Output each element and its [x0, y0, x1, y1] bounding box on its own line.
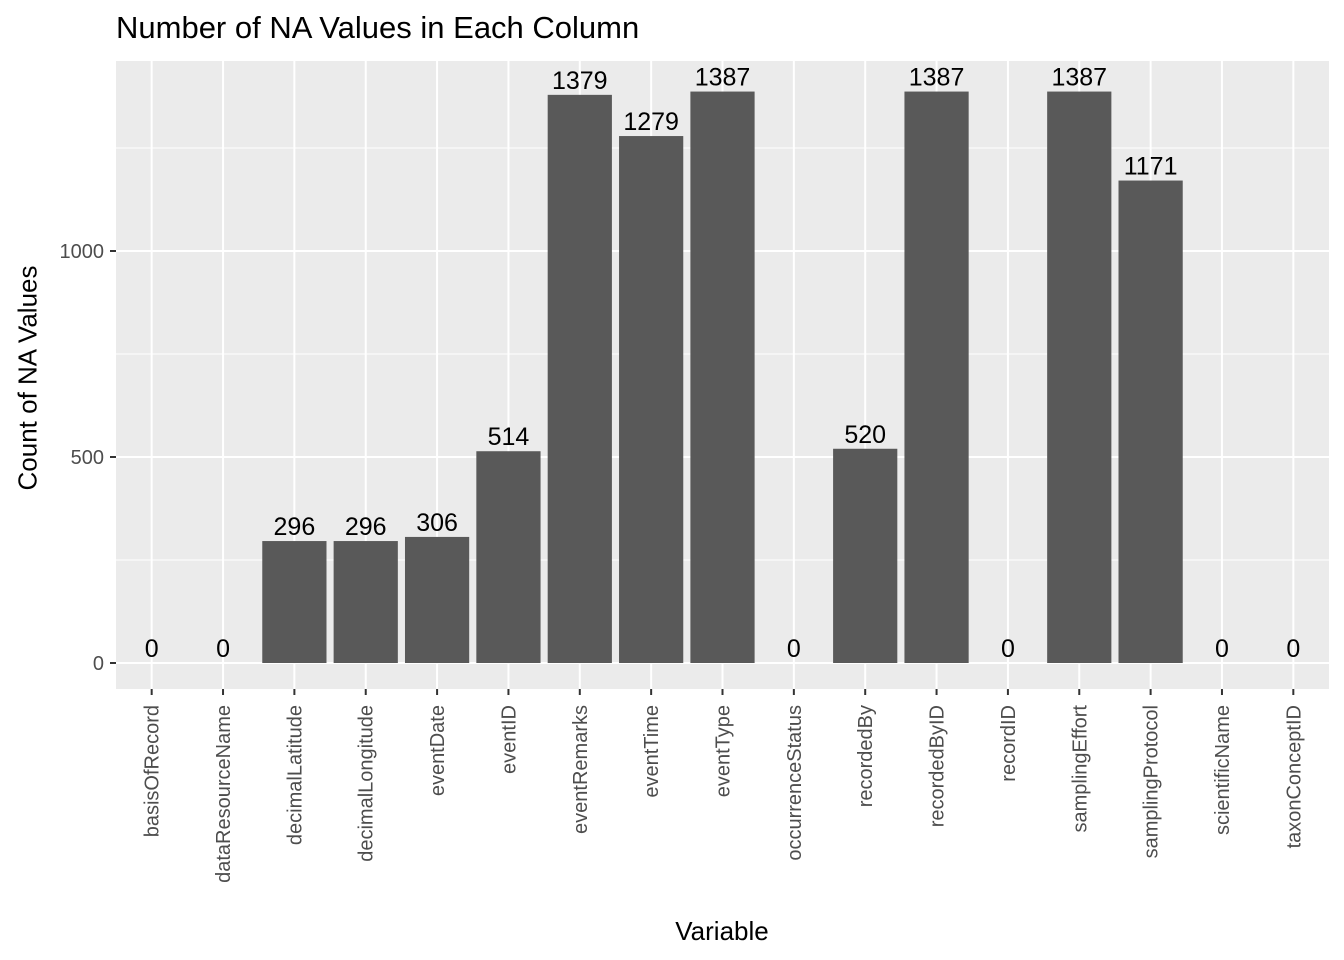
x-tick-label: recordedByID	[927, 705, 949, 827]
bar	[333, 541, 398, 663]
data-label: 296	[345, 513, 387, 541]
x-tick-label: recordedBy	[855, 705, 877, 807]
data-label: 0	[1001, 635, 1015, 663]
x-tick-label: decimalLongitude	[356, 705, 378, 862]
x-tick-label: recordID	[998, 705, 1020, 782]
data-label: 1387	[909, 64, 965, 92]
x-tick-label: basisOfRecord	[142, 705, 164, 837]
x-tick-label: samplingEffort	[1069, 705, 1091, 833]
data-label: 0	[145, 635, 159, 663]
chart-title: Number of NA Values in Each Column	[116, 10, 640, 45]
data-label: 1279	[623, 108, 679, 136]
x-tick-label: eventRemarks	[570, 705, 592, 834]
data-label: 1387	[695, 64, 751, 92]
data-label: 0	[216, 635, 230, 663]
y-tick-label: 500	[71, 447, 104, 469]
data-label: 0	[787, 635, 801, 663]
y-tick-label: 0	[93, 653, 104, 675]
bar	[619, 136, 684, 663]
data-label: 1387	[1051, 64, 1107, 92]
x-axis-label: Variable	[675, 916, 769, 946]
bar	[547, 94, 612, 664]
x-tick-label: eventType	[713, 705, 735, 797]
data-label: 514	[488, 423, 530, 451]
bar	[690, 91, 755, 663]
x-tick-label: scientificName	[1212, 705, 1234, 835]
bar	[476, 451, 541, 663]
data-label: 1379	[552, 67, 608, 95]
x-tick-label: dataResourceName	[213, 705, 235, 883]
bar	[904, 91, 969, 663]
bar	[1047, 91, 1112, 663]
bar	[833, 448, 898, 663]
x-tick-label: taxonConceptID	[1283, 705, 1305, 848]
data-label: 0	[1215, 635, 1229, 663]
x-tick-label: occurrenceStatus	[784, 705, 806, 861]
x-tick-label: eventTime	[641, 705, 663, 798]
data-label: 1171	[1124, 153, 1178, 181]
bar	[262, 541, 327, 663]
y-tick-label: 1000	[60, 241, 105, 263]
data-label: 0	[1286, 635, 1300, 663]
x-tick-label: decimalLatitude	[284, 705, 306, 845]
bar	[1118, 180, 1183, 663]
data-label: 296	[274, 513, 316, 541]
bar	[404, 536, 470, 663]
data-label: 520	[844, 421, 886, 449]
x-tick-label: eventDate	[427, 705, 449, 796]
x-tick-label: samplingProtocol	[1141, 705, 1163, 858]
x-tick-label: eventID	[498, 705, 520, 774]
data-label: 306	[416, 509, 458, 537]
